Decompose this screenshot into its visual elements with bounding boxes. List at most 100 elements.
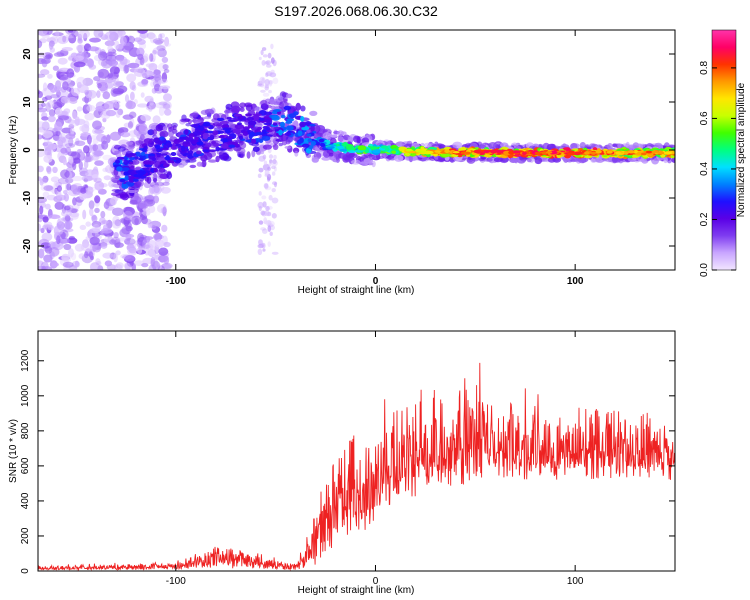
heatmap-cell (156, 73, 162, 78)
heatmap-cell (131, 85, 137, 92)
heatmap-cell (263, 183, 269, 189)
snr-xlabel: Height of straight line (km) (298, 585, 415, 596)
heatmap-cell (149, 98, 154, 106)
heatmap-cell (79, 192, 87, 200)
heatmap-cell (88, 251, 94, 258)
heatmap-cell (321, 156, 331, 161)
heatmap-cell (161, 262, 173, 269)
heatmap-cell (329, 152, 334, 157)
heatmap-cell (48, 40, 54, 50)
heatmap-cell (249, 131, 256, 137)
heatmap-cell (124, 233, 135, 239)
heatmap-cell (269, 98, 275, 105)
heatmap-cell (100, 86, 108, 94)
heatmap-cell (124, 238, 136, 246)
heatmap-cell (189, 164, 197, 169)
heatmap-cell (68, 119, 79, 127)
heatmap-cell (584, 151, 590, 155)
heatmap-cell (42, 96, 48, 102)
heatmap-cell (113, 99, 118, 104)
heatmap-cell (149, 53, 154, 62)
heatmap-cell (88, 46, 99, 52)
heatmap-cell (165, 142, 172, 147)
heatmap-cell (266, 212, 272, 217)
heatmap-cell (128, 247, 137, 254)
heatmap-cell (114, 40, 120, 50)
heatmap-cell (61, 253, 70, 262)
heatmap-cell (493, 157, 503, 163)
heatmap-cell (590, 151, 597, 155)
heatmap-cell (258, 239, 263, 246)
heatmap-cell (151, 157, 157, 161)
heatmap-cell (297, 139, 302, 145)
heatmap-cell (89, 207, 94, 217)
heatmap-cell (38, 89, 41, 95)
heatmap-cell (158, 106, 165, 116)
heatmap-cell (50, 94, 60, 99)
heatmap-cell (280, 114, 286, 119)
heatmap-cell (180, 146, 186, 152)
heatmap-cell (264, 186, 272, 191)
heatmap-cell (295, 102, 301, 111)
heatmap-cell (123, 159, 129, 166)
heatmap-cell (42, 82, 48, 92)
heatmap-cell (294, 150, 299, 157)
heatmap-cell (231, 105, 241, 114)
heatmap-cell (59, 91, 70, 98)
heatmap-cell (45, 203, 51, 210)
heatmap-cell (149, 220, 162, 229)
heatmap-cell (118, 44, 124, 50)
heatmap-cell (615, 151, 621, 155)
heatmap-cell (270, 57, 275, 64)
heatmap-cell (476, 151, 483, 154)
heatmap-cell (288, 113, 297, 118)
heatmap-cell (124, 175, 129, 181)
heatmap-cell (131, 159, 140, 165)
heatmap-cell (297, 130, 303, 137)
heatmap-cell (87, 58, 94, 68)
heatmap-cell (526, 158, 532, 163)
heatmap-cell (71, 110, 77, 120)
heatmap-cell (122, 114, 134, 120)
heatmap-cell (153, 177, 158, 183)
heatmap-cell (56, 235, 61, 245)
heatmap-cell (263, 160, 268, 166)
heatmap-cell (170, 152, 177, 156)
snr-xtick-label: -100 (166, 576, 186, 587)
heatmap-cell (104, 101, 115, 110)
heatmap-cell (113, 232, 119, 239)
heatmap-cell (97, 68, 110, 79)
heatmap-cell (38, 73, 46, 78)
spectrogram-ytick-label: 10 (22, 96, 33, 108)
heatmap-cell (251, 138, 257, 144)
heatmap-cell (46, 165, 52, 173)
heatmap-cell (483, 150, 490, 154)
heatmap-cell (71, 30, 79, 38)
heatmap-cell (57, 139, 63, 149)
heatmap-cell (271, 197, 279, 204)
heatmap-cell (438, 143, 443, 147)
heatmap-cell (114, 242, 124, 248)
heatmap-cell (42, 216, 49, 223)
heatmap-cell (116, 166, 123, 172)
heatmap-cell (663, 156, 668, 164)
heatmap-cell (89, 37, 101, 43)
heatmap-cell (112, 264, 118, 270)
heatmap-cell (130, 91, 135, 101)
heatmap-cell (123, 156, 128, 160)
heatmap-cell (262, 228, 268, 234)
heatmap-cell (156, 203, 167, 214)
heatmap-cell (218, 141, 223, 145)
heatmap-cell (140, 134, 145, 141)
heatmap-cell (137, 39, 146, 45)
heatmap-cell (65, 133, 76, 140)
heatmap-cell (248, 120, 257, 124)
heatmap-cell (94, 181, 105, 191)
heatmap-cell (106, 134, 111, 144)
heatmap-cell (140, 241, 145, 247)
heatmap-cell (148, 205, 156, 214)
heatmap-cell (67, 55, 79, 62)
heatmap-cell (100, 228, 113, 234)
heatmap-cell (64, 215, 71, 222)
heatmap-cell (359, 161, 369, 165)
